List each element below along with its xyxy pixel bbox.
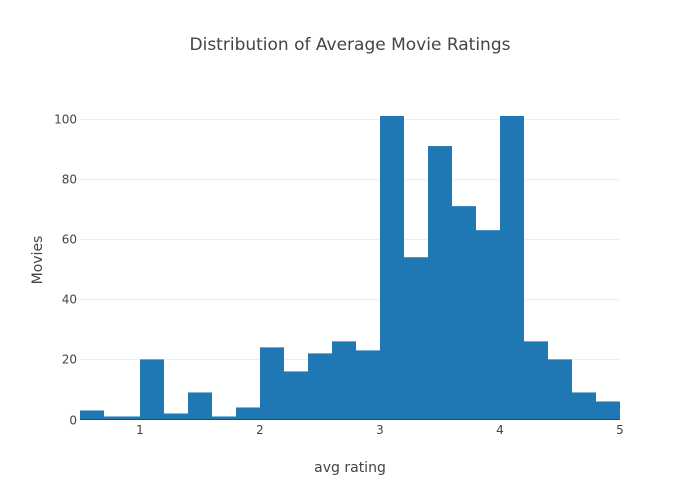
histogram-bar — [404, 257, 428, 420]
x-axis-label: avg rating — [314, 460, 386, 476]
histogram-bar — [548, 359, 572, 420]
x-axis-ticks: 1 2 3 4 5 — [136, 423, 624, 437]
y-tick-label: 40 — [62, 293, 77, 307]
x-tick-label: 2 — [256, 423, 264, 437]
histogram-bar — [260, 347, 284, 420]
histogram-bar — [596, 401, 620, 420]
histogram-bar — [284, 371, 308, 420]
histogram-bar — [212, 416, 236, 420]
x-tick-label: 4 — [496, 423, 504, 437]
bars — [80, 116, 620, 420]
histogram-bar — [164, 413, 188, 420]
x-tick-label: 5 — [616, 423, 624, 437]
histogram-bar — [572, 392, 596, 420]
y-tick-label: 20 — [62, 353, 77, 367]
y-tick-label: 100 — [54, 113, 77, 127]
histogram-bar — [452, 206, 476, 420]
histogram-bar — [188, 392, 212, 420]
histogram-bar — [524, 341, 548, 420]
chart-title: Distribution of Average Movie Ratings — [190, 35, 511, 55]
y-tick-label: 60 — [62, 233, 77, 247]
histogram-bar — [236, 407, 260, 420]
histogram-bar — [308, 353, 332, 420]
histogram-bar — [104, 416, 128, 420]
histogram-bar — [356, 350, 380, 420]
x-tick-label: 1 — [136, 423, 144, 437]
y-tick-label: 0 — [69, 414, 77, 428]
histogram-bar — [80, 410, 104, 420]
histogram-bar — [476, 230, 500, 420]
histogram-bar — [140, 359, 164, 420]
histogram-bar — [128, 416, 140, 420]
x-tick-label: 3 — [376, 423, 384, 437]
histogram-bar — [428, 146, 452, 420]
gridlines — [80, 119, 620, 360]
y-tick-label: 80 — [62, 173, 77, 187]
histogram-bar — [500, 116, 524, 420]
histogram-bar — [332, 341, 356, 420]
histogram-bar — [380, 116, 404, 420]
y-axis-ticks: 0 20 40 60 80 100 — [54, 113, 77, 428]
y-axis-label: Movies — [30, 236, 46, 285]
